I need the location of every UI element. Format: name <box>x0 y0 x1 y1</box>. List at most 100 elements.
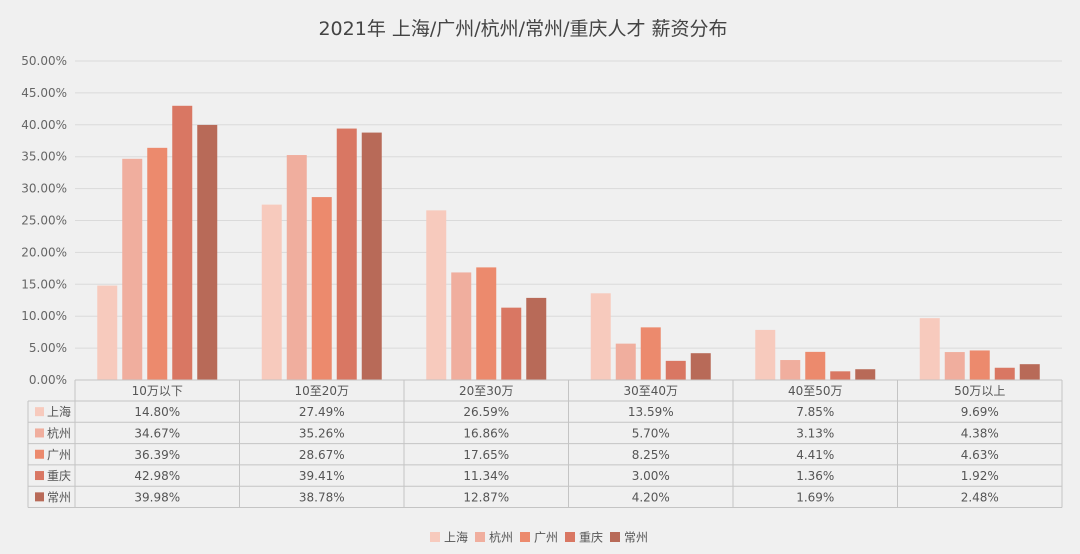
bar <box>830 371 851 380</box>
y-tick-label: 30.00% <box>21 182 67 196</box>
bar <box>172 105 193 380</box>
bar <box>855 369 876 380</box>
table-cell: 1.92% <box>961 469 999 483</box>
chart-title: 2021年 上海/广州/杭州/常州/重庆人才 薪资分布 <box>318 18 727 40</box>
table-cell: 8.25% <box>632 448 670 462</box>
bar <box>944 352 965 380</box>
x-tick-label: 40至50万 <box>788 384 843 398</box>
bar <box>665 360 686 380</box>
table-cell: 28.67% <box>299 448 345 462</box>
table-cell: 7.85% <box>796 405 834 419</box>
table-cell: 36.39% <box>134 448 180 462</box>
bar <box>451 272 472 380</box>
bar <box>526 297 547 380</box>
table-cell: 11.34% <box>463 469 509 483</box>
bar <box>780 360 801 380</box>
table-cell: 38.78% <box>299 490 345 504</box>
table-cell: 39.41% <box>299 469 345 483</box>
table-cell: 12.87% <box>463 490 509 504</box>
table-cell: 2.48% <box>961 490 999 504</box>
y-tick-label: 35.00% <box>21 150 67 164</box>
bar <box>426 210 447 380</box>
bar <box>590 293 611 380</box>
y-tick-label: 40.00% <box>21 118 67 132</box>
x-tick-label: 30至40万 <box>623 384 678 398</box>
table-cell: 4.63% <box>961 448 999 462</box>
x-tick-label: 10至20万 <box>294 384 349 398</box>
table-cell: 39.98% <box>134 490 180 504</box>
table-cell: 4.41% <box>796 448 834 462</box>
table-cell: 17.65% <box>463 448 509 462</box>
table-cell: 34.67% <box>134 426 180 440</box>
y-tick-label: 15.00% <box>21 277 67 291</box>
legend-key <box>565 532 575 542</box>
x-tick-label: 20至30万 <box>459 384 514 398</box>
table-legend-key <box>35 428 44 438</box>
bar <box>805 351 826 380</box>
bar <box>122 158 143 380</box>
table-cell: 1.69% <box>796 490 834 504</box>
bar <box>755 329 776 380</box>
table-cell: 4.20% <box>632 490 670 504</box>
y-tick-label: 5.00% <box>29 341 67 355</box>
table-cell: 3.13% <box>796 426 834 440</box>
table-cell: 16.86% <box>463 426 509 440</box>
legend-key <box>520 532 530 542</box>
bar <box>476 267 497 380</box>
legend-key <box>475 532 485 542</box>
bar <box>1019 364 1040 380</box>
y-axis: 0.00% 5.00% 10.00% 15.00% 20.00% 25.00% 30.00%… <box>21 54 67 387</box>
legend-label: 杭州 <box>489 530 513 545</box>
bar <box>97 285 118 380</box>
legend-label: 重庆 <box>579 531 603 545</box>
table-legend-key <box>35 407 44 417</box>
x-tick-label: 10万以下 <box>132 384 183 398</box>
bar <box>311 197 332 380</box>
table-cell: 14.80% <box>134 405 180 419</box>
bar <box>197 124 218 380</box>
table-legend-key <box>35 449 44 459</box>
bar <box>615 343 636 380</box>
table-legend-key <box>35 471 44 481</box>
bar <box>501 307 522 380</box>
bar <box>640 327 661 380</box>
legend-label: 上海 <box>444 530 468 545</box>
table-cell: 5.70% <box>632 426 670 440</box>
table-cell: 27.49% <box>299 405 345 419</box>
table-series-name: 广州 <box>47 448 71 462</box>
bar <box>361 132 382 380</box>
bar <box>147 147 168 380</box>
grid <box>75 60 1062 381</box>
y-tick-label: 50.00% <box>21 54 67 68</box>
table-cell: 42.98% <box>134 469 180 483</box>
table-cell: 26.59% <box>463 405 509 419</box>
legend-label: 广州 <box>534 531 558 545</box>
table-cell: 13.59% <box>628 405 674 419</box>
table-cell: 1.36% <box>796 469 834 483</box>
table-cell: 3.00% <box>632 469 670 483</box>
y-tick-label: 45.00% <box>21 86 67 100</box>
table-series-name: 常州 <box>47 490 71 504</box>
bar <box>919 318 940 380</box>
bars <box>97 105 1040 380</box>
table-series-name: 杭州 <box>47 425 71 440</box>
table-cell: 35.26% <box>299 426 345 440</box>
y-tick-label: 25.00% <box>21 214 67 228</box>
legend-key <box>430 532 440 542</box>
bar <box>261 204 282 380</box>
y-tick-label: 10.00% <box>21 309 67 323</box>
bar <box>969 350 990 380</box>
y-tick-label: 20.00% <box>21 245 67 259</box>
bar <box>336 128 357 380</box>
x-tick-label: 50万以上 <box>954 384 1005 398</box>
table-series-name: 重庆 <box>47 469 71 483</box>
bar <box>994 367 1015 380</box>
table-cell: 4.38% <box>961 426 999 440</box>
table-legend-key <box>35 492 44 502</box>
legend: 上海 杭州 广州 重庆 常州 <box>430 530 648 545</box>
y-tick-label: 0.00% <box>29 373 67 387</box>
table-cell: 9.69% <box>961 405 999 419</box>
